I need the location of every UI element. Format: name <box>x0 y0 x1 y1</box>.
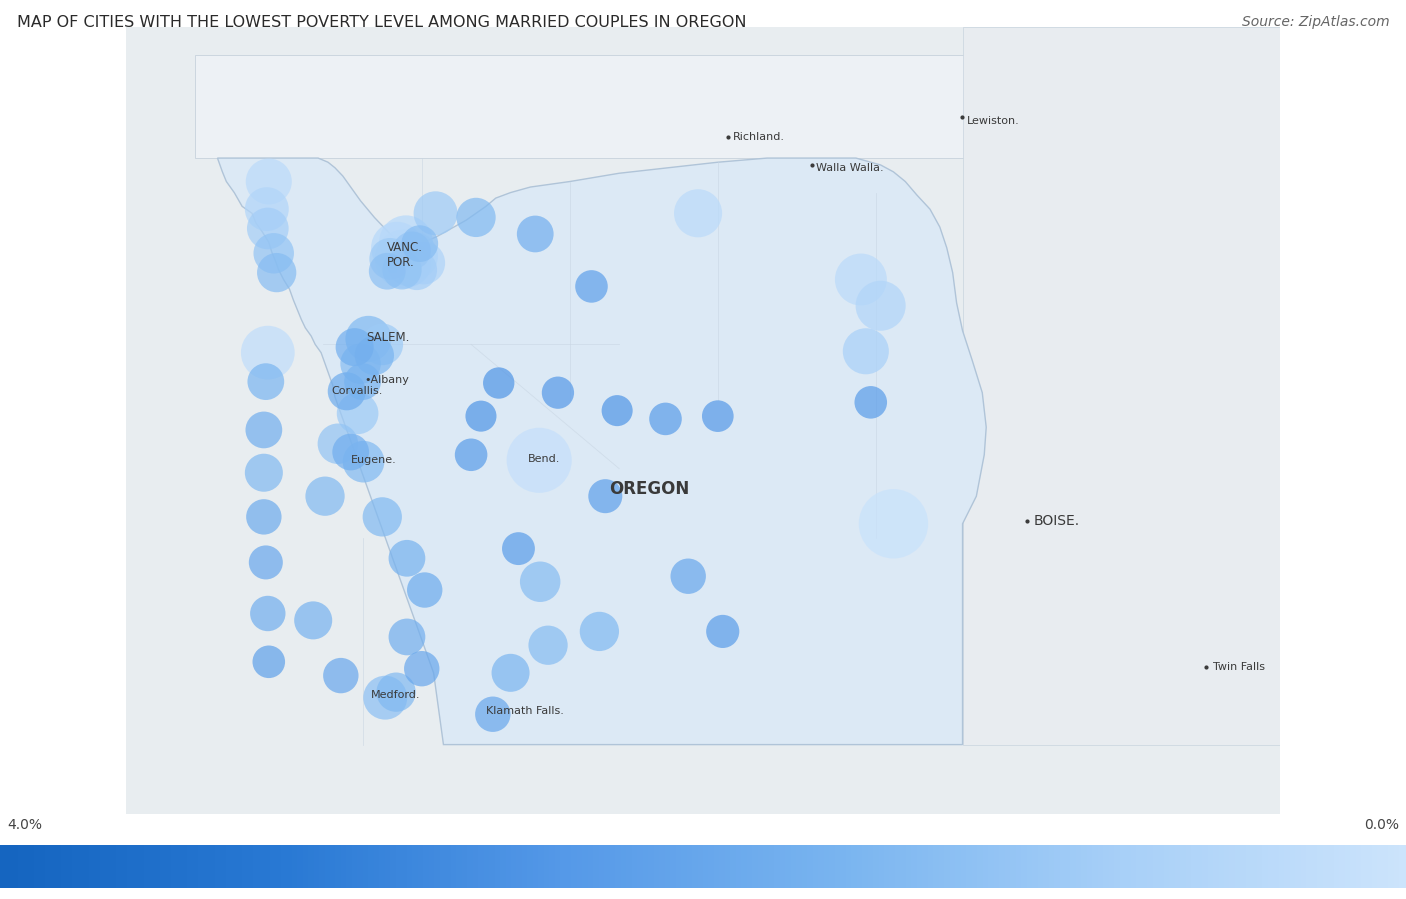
Point <box>395 630 418 645</box>
Point <box>371 510 394 524</box>
Point <box>869 298 891 313</box>
Point <box>357 332 380 346</box>
Point <box>606 404 628 418</box>
Text: OREGON: OREGON <box>609 480 689 498</box>
Point <box>595 489 617 503</box>
Point <box>302 613 325 628</box>
Text: •Albany: •Albany <box>364 375 409 386</box>
Point <box>253 423 276 437</box>
Text: 4.0%: 4.0% <box>7 817 42 832</box>
Point <box>253 466 276 480</box>
Point <box>529 574 551 589</box>
Point <box>855 344 877 359</box>
Point <box>401 244 423 258</box>
Text: Lewiston.: Lewiston. <box>966 116 1019 126</box>
Point <box>336 384 359 398</box>
Point <box>411 662 433 676</box>
Text: Source: ZipAtlas.com: Source: ZipAtlas.com <box>1241 15 1389 30</box>
Point <box>256 606 278 620</box>
Point <box>412 256 434 271</box>
Point <box>686 206 709 220</box>
Point <box>460 448 482 462</box>
Point <box>326 437 349 451</box>
Polygon shape <box>218 158 986 744</box>
Point <box>676 569 699 583</box>
Point <box>352 375 374 389</box>
Point <box>395 551 418 565</box>
Point <box>405 263 427 277</box>
Point <box>581 280 603 294</box>
Text: Walla Walla.: Walla Walla. <box>817 163 884 173</box>
Point <box>849 272 872 287</box>
Point <box>413 583 436 597</box>
Point <box>398 257 420 271</box>
Text: Corvallis.: Corvallis. <box>330 387 382 396</box>
Point <box>343 340 366 354</box>
Point <box>859 396 882 410</box>
Point <box>256 202 278 217</box>
Text: Twin Falls: Twin Falls <box>1213 663 1265 672</box>
Point <box>380 252 402 266</box>
Point <box>882 517 904 531</box>
Point <box>465 210 488 225</box>
Point <box>488 376 510 390</box>
Text: MAP OF CITIES WITH THE LOWEST POVERTY LEVEL AMONG MARRIED COUPLES IN OREGON: MAP OF CITIES WITH THE LOWEST POVERTY LE… <box>17 15 747 31</box>
Point <box>711 624 734 638</box>
Point <box>527 453 550 467</box>
Point <box>314 489 336 503</box>
Text: 0.0%: 0.0% <box>1364 817 1399 832</box>
Point <box>263 246 285 261</box>
Point <box>254 375 277 389</box>
Point <box>371 337 394 352</box>
Point <box>524 227 547 241</box>
Text: Klamath Falls.: Klamath Falls. <box>486 707 564 717</box>
Point <box>588 624 610 638</box>
Point <box>375 264 398 279</box>
Point <box>402 249 425 263</box>
Point <box>256 345 278 360</box>
Point <box>707 409 730 423</box>
Text: Richland.: Richland. <box>733 132 785 142</box>
Point <box>349 357 371 371</box>
Point <box>470 409 492 423</box>
Text: VANC.
POR.: VANC. POR. <box>387 241 423 269</box>
Point <box>385 685 408 699</box>
Point <box>391 263 413 277</box>
Point <box>254 556 277 570</box>
Point <box>266 265 288 280</box>
Point <box>395 235 418 249</box>
Point <box>363 348 385 362</box>
Point <box>385 241 408 255</box>
Point <box>481 707 503 721</box>
Polygon shape <box>963 27 1281 744</box>
Polygon shape <box>195 55 974 158</box>
Text: SALEM.: SALEM. <box>367 331 411 344</box>
Point <box>256 221 278 236</box>
Point <box>346 406 368 421</box>
Text: Medford.: Medford. <box>370 690 420 700</box>
Point <box>253 510 276 524</box>
Point <box>392 252 415 266</box>
Point <box>329 668 352 682</box>
Text: Bend.: Bend. <box>529 454 561 464</box>
Point <box>547 386 569 400</box>
Text: BOISE.: BOISE. <box>1033 514 1080 528</box>
Point <box>257 654 280 669</box>
Point <box>339 445 361 459</box>
Point <box>374 690 396 705</box>
Point <box>425 206 447 220</box>
Point <box>409 236 432 251</box>
Point <box>654 412 676 426</box>
Point <box>499 665 522 680</box>
Point <box>537 638 560 653</box>
Point <box>508 541 530 556</box>
Text: Eugene.: Eugene. <box>350 455 396 466</box>
Point <box>257 174 280 189</box>
Point <box>353 455 375 469</box>
